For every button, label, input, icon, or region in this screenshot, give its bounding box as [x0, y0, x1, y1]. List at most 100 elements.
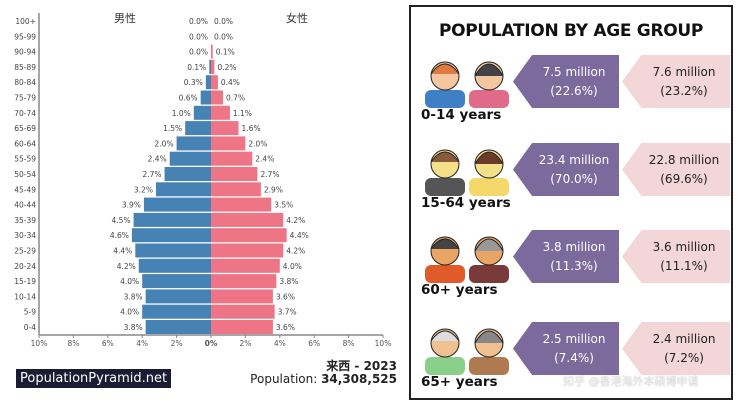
data-label-female: 1.6% — [242, 124, 261, 133]
data-label-male: 3.8% — [124, 323, 143, 332]
bar-male — [155, 182, 211, 197]
female-percent: (23.2%) — [660, 83, 708, 98]
female-population-arrow: 7.6 million (23.2%) — [622, 55, 730, 108]
x-tick-label: 4% — [136, 339, 148, 348]
male-count: 2.5 million — [542, 331, 606, 346]
chart-caption-title: 来西 - 2023 — [326, 359, 397, 373]
bar-female — [211, 320, 273, 334]
site-logo[interactable]: PopulationPyramid.net — [16, 369, 172, 388]
legend-female: 女性 — [286, 11, 308, 25]
male-population-arrow: 7.5 million (22.6%) — [513, 55, 619, 108]
children-icon — [425, 61, 509, 108]
bar-male — [138, 258, 211, 273]
bar-male — [209, 59, 211, 74]
legend-male: 男性 — [114, 11, 136, 25]
bar-female — [211, 304, 275, 319]
data-label-female: 2.9% — [264, 185, 283, 194]
data-label-female: 2.7% — [260, 170, 279, 179]
y-tick-label: 15-19 — [14, 277, 36, 286]
data-label-male: 0.1% — [187, 63, 206, 72]
data-label-male: 2.4% — [148, 155, 167, 164]
bar-female — [211, 258, 280, 273]
y-tick-label: 60-64 — [14, 139, 36, 148]
female-percent: (69.6%) — [660, 171, 708, 186]
data-label-male: 3.9% — [122, 201, 141, 210]
data-label-female: 4.2% — [286, 247, 305, 256]
data-label-male: 3.2% — [134, 185, 153, 194]
data-label-male: 0.0% — [189, 32, 208, 41]
y-tick-label: 25-29 — [14, 247, 36, 256]
data-label-female: 0.1% — [216, 48, 235, 57]
data-label-male: 4.0% — [120, 277, 139, 286]
male-percent: (22.6%) — [550, 83, 598, 98]
bar-female — [211, 167, 258, 181]
female-population-arrow: 2.4 million (7.2%) — [622, 322, 730, 375]
population-total: Population: 34,308,525 — [250, 372, 397, 386]
male-count: 7.5 million — [542, 64, 606, 79]
y-tick-label: 80-84 — [14, 78, 36, 87]
bar-female — [211, 197, 272, 212]
x-tick-label: 2% — [239, 339, 251, 348]
bar-male — [145, 320, 211, 334]
data-label-male: 4.6% — [110, 231, 129, 240]
bar-female — [211, 182, 261, 197]
data-label-male: 4.4% — [113, 247, 132, 256]
bar-female — [211, 228, 287, 243]
female-count: 3.6 million — [652, 239, 716, 254]
female-count: 2.4 million — [652, 331, 716, 346]
watermark: 知乎 @香港海外本硕博申请 — [563, 375, 699, 388]
bar-male — [164, 167, 211, 181]
y-tick-label: 75-79 — [14, 94, 36, 103]
bar-female — [211, 121, 239, 136]
data-label-male: 0.0% — [189, 48, 208, 57]
data-label-female: 3.6% — [276, 292, 295, 301]
bar-female — [211, 105, 230, 120]
data-label-male: 4.2% — [117, 262, 136, 271]
data-label-male: 2.7% — [142, 170, 161, 179]
y-tick-label: 55-59 — [14, 155, 36, 164]
x-tick-label: 2% — [171, 339, 183, 348]
bar-female — [211, 90, 224, 105]
infographic-title: POPULATION BY AGE GROUP — [438, 21, 704, 41]
y-tick-label: 90-94 — [14, 48, 36, 57]
population-pyramid-chart: 男性 女性 100+ 0.0% 0.0% 95-99 0.0% 0.0% 90-94 0.0% 0.… — [14, 11, 391, 348]
x-tick-label: 10% — [31, 339, 48, 348]
x-tick-label: 6% — [102, 339, 114, 348]
bar-male — [169, 151, 211, 166]
bar-female — [211, 44, 213, 59]
bar-female — [211, 289, 273, 304]
age-group-row: 65+ years 2.5 million (7.4%) 2.4 million (… — [411, 319, 731, 403]
data-label-male: 1.0% — [172, 109, 191, 118]
x-tick-label: 0% — [205, 339, 218, 348]
y-tick-label: 5-9 — [24, 308, 36, 317]
x-tick-label: 8% — [343, 339, 355, 348]
bar-male — [142, 304, 211, 319]
bar-male — [145, 289, 211, 304]
bar-female — [211, 212, 284, 227]
data-label-female: 0.7% — [226, 94, 245, 103]
female-count: 7.6 million — [652, 64, 716, 79]
data-label-female: 0.4% — [221, 78, 240, 87]
age-group-label: 15-64 years — [421, 195, 511, 211]
y-tick-label: 50-54 — [14, 170, 36, 179]
bar-female — [211, 274, 277, 289]
population-value: 34,308,525 — [321, 372, 397, 386]
data-label-male: 1.5% — [163, 124, 182, 133]
data-label-female: 2.4% — [255, 155, 274, 164]
age-group-label: 0-14 years — [421, 107, 502, 123]
male-population-arrow: 2.5 million (7.4%) — [513, 322, 619, 375]
male-count: 23.4 million — [538, 152, 610, 167]
y-tick-label: 10-14 — [14, 292, 36, 301]
bar-male — [205, 75, 211, 90]
male-percent: (70.0%) — [550, 171, 598, 186]
age-group-row: 60+ years 3.8 million (11.3%) 3.6 million… — [411, 227, 731, 311]
female-count: 22.8 million — [648, 152, 720, 167]
female-percent: (7.2%) — [664, 350, 704, 365]
y-tick-label: 0-4 — [24, 323, 36, 332]
male-population-arrow: 3.8 million (11.3%) — [513, 230, 619, 283]
seniors-icon — [425, 236, 509, 283]
bar-male — [200, 90, 211, 105]
y-tick-label: 30-34 — [14, 231, 36, 240]
y-tick-label: 65-69 — [14, 124, 36, 133]
adults-icon — [425, 149, 509, 196]
